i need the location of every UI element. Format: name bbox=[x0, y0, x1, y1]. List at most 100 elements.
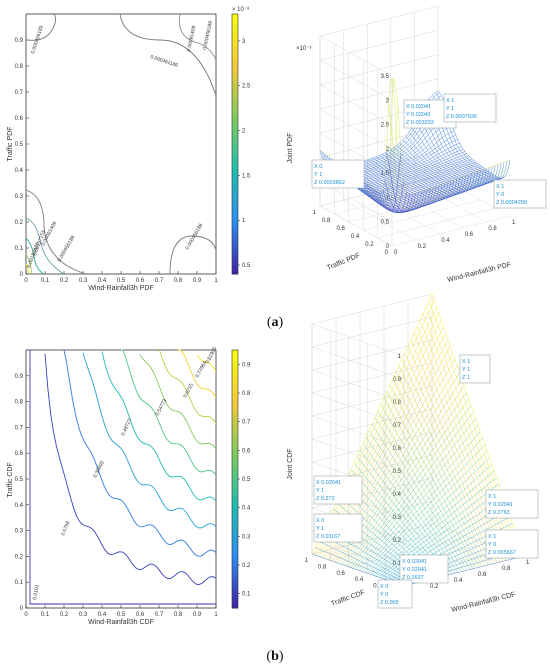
x-tick-label: 0.2 bbox=[418, 244, 427, 250]
contour-label: 0.000461186 bbox=[149, 54, 178, 69]
mesh-line bbox=[386, 391, 480, 568]
datatip[interactable]: X 0 Y 1 Z 0.0003862 bbox=[311, 159, 365, 189]
colorbar-tick-label: 0.9 bbox=[242, 362, 251, 368]
x-tick-label: 0.8 bbox=[502, 566, 511, 572]
colorbar-tick-label: 0.4 bbox=[242, 506, 251, 512]
mesh-line bbox=[410, 339, 504, 562]
colorbar-tick-label: 0.2 bbox=[242, 563, 251, 569]
mesh-line bbox=[380, 404, 474, 569]
x-tick-label: 0.4 bbox=[454, 578, 463, 584]
colorbar-segment bbox=[232, 248, 238, 253]
svg-text:Y 1: Y 1 bbox=[316, 526, 324, 532]
colorbar-segment bbox=[232, 547, 238, 553]
colorbar-segment bbox=[232, 491, 238, 497]
mesh-line bbox=[344, 148, 464, 188]
x-tick-label: 0 bbox=[24, 278, 28, 284]
grid-line bbox=[319, 30, 439, 61]
contour-label: 0.0756 bbox=[60, 520, 71, 537]
x-tick-label: 0.1 bbox=[41, 612, 50, 618]
colorbar-exponent: × 10⁻³ bbox=[232, 7, 249, 13]
datatip[interactable]: X 1 Y 0 Z 0.005667 bbox=[485, 529, 539, 559]
colorbar-segment bbox=[232, 530, 238, 536]
mesh-line bbox=[355, 160, 475, 196]
colorbar-segment bbox=[232, 109, 238, 115]
colorbar-segment bbox=[232, 590, 238, 596]
datatip[interactable]: X 1 Y 0.02041 Z 0.2763 bbox=[485, 489, 539, 519]
colorbar-segment bbox=[232, 48, 238, 54]
colorbar-segment bbox=[232, 31, 238, 37]
contour-label: 0.6215 bbox=[182, 382, 195, 399]
mesh-line bbox=[419, 319, 513, 560]
contour-cdf-ylabel: Traffic CDF bbox=[7, 462, 14, 497]
z-tick-label: 0.4 bbox=[393, 492, 402, 498]
surface-cdf-chart: 00.10.20.30.40.50.60.70.80.9100.20.40.60… bbox=[287, 293, 539, 614]
svg-text:Y 1: Y 1 bbox=[446, 106, 454, 112]
colorbar-segment bbox=[232, 487, 238, 493]
y-tick-label: 0 bbox=[20, 272, 24, 278]
colorbar-segment bbox=[232, 261, 238, 266]
grid-line bbox=[319, 78, 439, 110]
contour-line bbox=[178, 349, 217, 399]
datatip[interactable]: X 0 Y 0 Z 0.005 bbox=[377, 579, 413, 609]
mesh-line bbox=[417, 118, 490, 186]
contour-cdf-lines bbox=[29, 349, 217, 605]
svg-text:X 1: X 1 bbox=[488, 534, 496, 540]
z-tick-label: 0.7 bbox=[393, 423, 402, 429]
mesh-line bbox=[398, 365, 492, 565]
datatip[interactable]: X 1 Y 1 Z 0.0007936 bbox=[443, 93, 497, 123]
grid-line bbox=[377, 207, 496, 239]
contour-line bbox=[178, 13, 217, 61]
contour-line bbox=[63, 349, 217, 557]
panel-a-caption: (a) bbox=[267, 315, 284, 330]
y-tick-label: 1 bbox=[305, 558, 309, 564]
datatip[interactable]: X 1 Y 0 Z 0.0004299 bbox=[493, 179, 547, 209]
svg-text:Z 0.01167: Z 0.01167 bbox=[316, 534, 340, 540]
datatip[interactable]: X 0 Y 1 Z 0.01167 bbox=[313, 513, 363, 543]
y-tick-label: 0.1 bbox=[15, 246, 24, 252]
y-tick-label: 0.1 bbox=[15, 580, 24, 586]
colorbar-segment bbox=[232, 139, 238, 145]
colorbar-segment bbox=[232, 375, 238, 381]
colorbar-segment bbox=[232, 577, 238, 583]
colorbar-tick-label: 0.1 bbox=[242, 592, 251, 598]
grid-line bbox=[391, 215, 511, 247]
x-tick-label: 0.7 bbox=[155, 612, 164, 618]
colorbar-segment bbox=[232, 418, 238, 424]
colorbar-segment bbox=[232, 209, 238, 214]
mesh-line bbox=[352, 157, 471, 194]
x-tick-label: 0 bbox=[394, 250, 398, 256]
datatip[interactable]: X 0.02041 Y 0.02041 Z 0.1637 bbox=[399, 554, 449, 584]
colorbar-segment bbox=[232, 534, 238, 540]
grid-line bbox=[363, 199, 482, 231]
y-tick-label: 0.4 bbox=[15, 503, 24, 509]
colorbar-tick-label: 2 bbox=[242, 129, 246, 135]
mesh-line bbox=[383, 397, 477, 569]
contour-pdf-xlabel: Wind-Rainfall3h PDF bbox=[88, 285, 153, 292]
mesh-line bbox=[393, 147, 467, 195]
contour-cdf-chart: 0 0.1 0.2 0.3 0.4 0.5 0.6 0.7 0.8 0.9 1 0 0.1 0.2 0.3… bbox=[7, 346, 251, 626]
contour-label: 0.00183428 bbox=[26, 242, 41, 269]
surface-cdf-xlabel: Wind-Rainfall3h CDF bbox=[451, 591, 516, 614]
grid-line bbox=[319, 60, 393, 101]
y-tick-label: 0.9 bbox=[15, 374, 24, 380]
grid-line bbox=[311, 339, 433, 371]
colorbar-segment bbox=[232, 165, 238, 171]
z-tick-label: 0.3 bbox=[393, 515, 402, 521]
colorbar-segment bbox=[232, 113, 238, 119]
colorbar-segment bbox=[232, 22, 238, 28]
colorbar-segment bbox=[232, 239, 238, 245]
colorbar-segment bbox=[232, 126, 238, 132]
colorbar-segment bbox=[232, 57, 238, 63]
colorbar-segment bbox=[232, 586, 238, 592]
colorbar-segment bbox=[232, 100, 238, 106]
z-tick-label: 3.5 bbox=[381, 74, 390, 80]
mesh-line bbox=[390, 149, 464, 196]
svg-text:Z 0.005667: Z 0.005667 bbox=[488, 550, 516, 556]
y-tick-label: 0 bbox=[385, 250, 389, 256]
datatip[interactable]: X 0.02041 Y 1 Z 0.272 bbox=[313, 475, 363, 505]
svg-text:Y 0.02041: Y 0.02041 bbox=[402, 567, 427, 573]
x-tick-label: 0.8 bbox=[174, 612, 183, 618]
datatip[interactable]: X 1 Y 1 Z 1 bbox=[459, 354, 491, 384]
x-tick-label: 0.3 bbox=[79, 612, 88, 618]
colorbar-segment bbox=[232, 174, 238, 180]
